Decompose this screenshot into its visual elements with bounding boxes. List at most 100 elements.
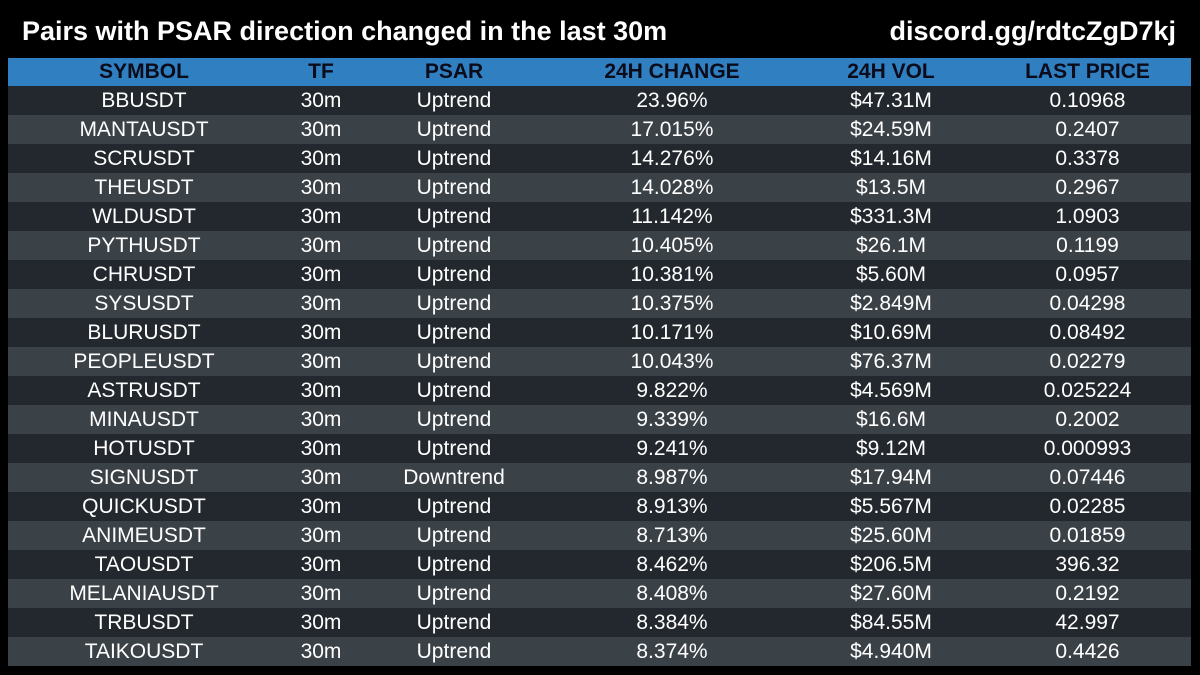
cell-24h-vol: $47.31M (850, 89, 932, 112)
table-row[interactable]: TRBUSDT 30m Uptrend 8.384% $84.55M 42.997 (8, 608, 1191, 637)
cell-24h-change: 11.142% (631, 205, 713, 228)
cell-24h-change: 8.987% (636, 466, 708, 489)
top-banner: Pairs with PSAR direction changed in the… (0, 0, 1200, 58)
table-row[interactable]: HOTUSDT 30m Uptrend 9.241% $9.12M 0.000993 (8, 434, 1191, 463)
cell-24h-vol: $14.16M (850, 147, 932, 170)
cell-24h-change: 9.339% (636, 408, 708, 431)
cell-psar: Uptrend (416, 118, 492, 141)
cell-24h-vol: $4.940M (850, 640, 932, 663)
cell-24h-change: 8.462% (636, 553, 708, 576)
cell-24h-vol: $9.12M (855, 437, 927, 460)
table-row[interactable]: WLDUSDT 30m Uptrend 11.142% $331.3M 1.0903 (8, 202, 1191, 231)
cell-psar: Uptrend (416, 89, 492, 112)
cell-psar: Uptrend (416, 437, 492, 460)
table-row[interactable]: SCRUSDT 30m Uptrend 14.276% $14.16M 0.3378 (8, 144, 1191, 173)
cell-last-price: 1.0903 (1055, 205, 1120, 228)
cell-24h-vol: $25.60M (850, 524, 932, 547)
cell-last-price: 0.025224 (1043, 379, 1132, 402)
table-row[interactable]: TAIKOUSDT 30m Uptrend 8.374% $4.940M 0.4426 (8, 637, 1191, 666)
cell-last-price: 0.07446 (1049, 466, 1126, 489)
cell-last-price: 0.01859 (1049, 524, 1126, 547)
cell-24h-change: 9.241% (636, 437, 708, 460)
cell-24h-change: 10.375% (630, 292, 714, 315)
cell-last-price: 0.000993 (1043, 437, 1132, 460)
cell-24h-vol: $331.3M (850, 205, 932, 228)
cell-24h-vol: $24.59M (850, 118, 932, 141)
table-row[interactable]: CHRUSDT 30m Uptrend 10.381% $5.60M 0.0957 (8, 260, 1191, 289)
cell-tf: 30m (300, 118, 342, 141)
table-row[interactable]: QUICKUSDT 30m Uptrend 8.913% $5.567M 0.02285 (8, 492, 1191, 521)
table-row[interactable]: ANIMEUSDT 30m Uptrend 8.713% $25.60M 0.01859 (8, 521, 1191, 550)
table-row[interactable]: ASTRUSDT 30m Uptrend 9.822% $4.569M 0.025224 (8, 376, 1191, 405)
cell-last-price: 0.08492 (1049, 321, 1126, 344)
table-row[interactable]: MINAUSDT 30m Uptrend 9.339% $16.6M 0.2002 (8, 405, 1191, 434)
table-row[interactable]: BLURUSDT 30m Uptrend 10.171% $10.69M 0.08492 (8, 318, 1191, 347)
column-header-24h-change[interactable]: 24H CHANGE (604, 60, 740, 83)
cell-psar: Uptrend (416, 640, 492, 663)
table-row[interactable]: TAOUSDT 30m Uptrend 8.462% $206.5M 396.32 (8, 550, 1191, 579)
column-header-psar[interactable]: PSAR (424, 60, 484, 83)
table-row[interactable]: THEUSDT 30m Uptrend 14.028% $13.5M 0.2967 (8, 173, 1191, 202)
cell-24h-change: 10.381% (630, 263, 714, 286)
cell-symbol: THEUSDT (94, 176, 194, 199)
cell-psar: Uptrend (416, 147, 492, 170)
table-row[interactable]: PEOPLEUSDT 30m Uptrend 10.043% $76.37M 0.0227… (8, 347, 1191, 376)
cell-psar: Uptrend (416, 553, 492, 576)
discord-link[interactable]: discord.gg/rdtcZgD7kj (889, 16, 1176, 46)
cell-24h-change: 8.913% (636, 495, 708, 518)
table-row[interactable]: MELANIAUSDT 30m Uptrend 8.408% $27.60M 0.2192 (8, 579, 1191, 608)
cell-24h-change: 14.028% (630, 176, 714, 199)
cell-tf: 30m (300, 350, 342, 373)
cell-last-price: 0.04298 (1049, 292, 1126, 315)
cell-symbol: PYTHUSDT (87, 234, 201, 257)
cell-psar: Uptrend (416, 524, 492, 547)
cell-symbol: MANTAUSDT (79, 118, 209, 141)
cell-psar: Uptrend (416, 408, 492, 431)
cell-psar: Downtrend (403, 466, 505, 489)
cell-symbol: TAIKOUSDT (84, 640, 204, 663)
table-row[interactable]: SYSUSDT 30m Uptrend 10.375% $2.849M 0.04298 (8, 289, 1191, 318)
column-header-tf[interactable]: TF (308, 60, 334, 83)
cell-last-price: 396.32 (1055, 553, 1120, 576)
table-row[interactable]: MANTAUSDT 30m Uptrend 17.015% $24.59M 0.2407 (8, 115, 1191, 144)
cell-24h-vol: $13.5M (855, 176, 927, 199)
table-row[interactable]: PYTHUSDT 30m Uptrend 10.405% $26.1M 0.1199 (8, 231, 1191, 260)
cell-psar: Uptrend (416, 582, 492, 605)
cell-symbol: CHRUSDT (92, 263, 196, 286)
cell-symbol: BBUSDT (101, 89, 187, 112)
cell-psar: Uptrend (416, 379, 492, 402)
cell-symbol: QUICKUSDT (82, 495, 206, 518)
cell-tf: 30m (300, 176, 342, 199)
table-body: BBUSDT 30m Uptrend 23.96% $47.31M 0.10968 MANT… (8, 86, 1191, 666)
cell-symbol: WLDUSDT (92, 205, 196, 228)
cell-psar: Uptrend (416, 495, 492, 518)
cell-psar: Uptrend (416, 205, 492, 228)
cell-24h-vol: $16.6M (855, 408, 927, 431)
cell-tf: 30m (300, 640, 342, 663)
cell-symbol: ANIMEUSDT (82, 524, 206, 547)
cell-tf: 30m (300, 205, 342, 228)
cell-symbol: TAOUSDT (94, 553, 194, 576)
cell-24h-vol: $17.94M (850, 466, 932, 489)
cell-last-price: 0.2002 (1055, 408, 1120, 431)
page-title: Pairs with PSAR direction changed in the… (22, 16, 668, 46)
cell-last-price: 0.1199 (1056, 234, 1119, 257)
cell-last-price: 0.3378 (1055, 147, 1120, 170)
column-header-symbol[interactable]: SYMBOL (99, 60, 189, 83)
column-header-last-price[interactable]: LAST PRICE (1025, 60, 1150, 83)
table-row[interactable]: BBUSDT 30m Uptrend 23.96% $47.31M 0.10968 (8, 86, 1191, 115)
column-header-24h-vol[interactable]: 24H VOL (847, 60, 935, 83)
cell-symbol: TRBUSDT (94, 611, 194, 634)
cell-tf: 30m (300, 321, 342, 344)
cell-24h-vol: $26.1M (855, 234, 927, 257)
cell-tf: 30m (300, 89, 342, 112)
cell-last-price: 0.4426 (1055, 640, 1120, 663)
cell-24h-change: 10.171% (630, 321, 714, 344)
cell-symbol: SYSUSDT (94, 292, 194, 315)
cell-symbol: ASTRUSDT (87, 379, 201, 402)
table-row[interactable]: SIGNUSDT 30m Downtrend 8.987% $17.94M 0.07446 (8, 463, 1191, 492)
cell-24h-vol: $4.569M (850, 379, 932, 402)
cell-24h-vol: $2.849M (850, 292, 932, 315)
cell-tf: 30m (300, 466, 342, 489)
cell-24h-change: 14.276% (630, 147, 714, 170)
